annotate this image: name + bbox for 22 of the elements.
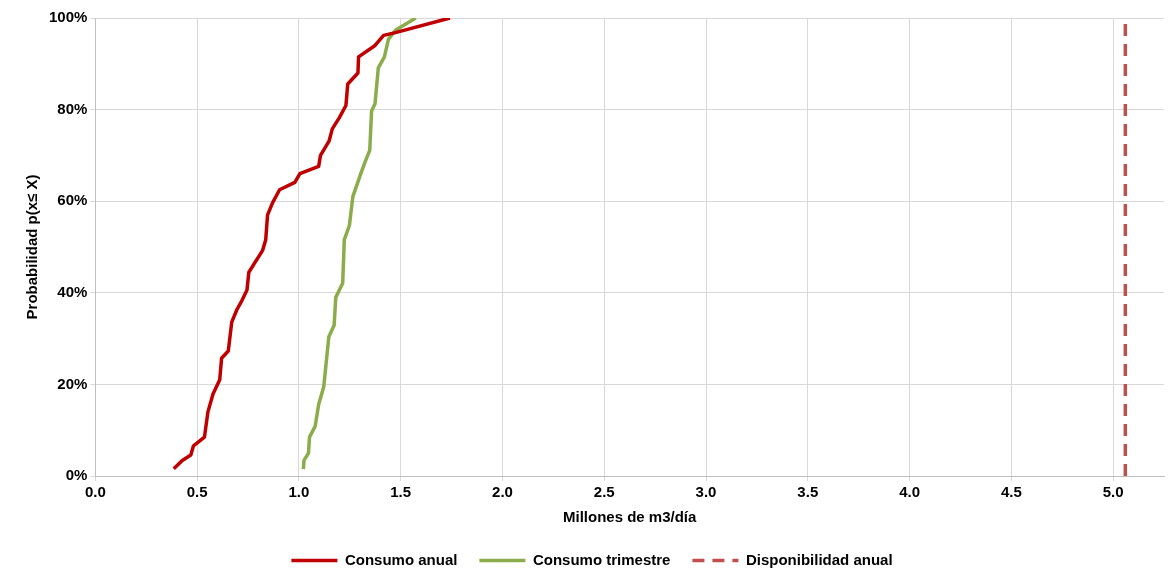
x-tick-label: 2.5	[593, 483, 615, 501]
y-tick-label: 60%	[57, 191, 88, 209]
x-tick-label: 5.0	[1102, 483, 1124, 501]
x-tick-label: 1.5	[390, 483, 412, 501]
x-axis-title: Millones de m3/día	[562, 508, 698, 526]
x-tick-label: 0.5	[186, 483, 208, 501]
y-axis-title: Probabilidad p(x≤ X)	[23, 174, 41, 320]
x-tick-label: 3.5	[797, 483, 819, 501]
legend-label: Consumo anual	[344, 550, 458, 568]
y-tick-label: 80%	[57, 99, 88, 117]
y-tick-label: 0%	[65, 466, 88, 484]
y-tick-label: 20%	[57, 374, 88, 392]
x-tick-label: 4.5	[1000, 483, 1022, 501]
y-tick-label: 100%	[48, 8, 88, 26]
x-tick-label: 4.0	[899, 483, 920, 501]
y-tick-label: 40%	[57, 282, 88, 300]
legend-label: Disponibilidad anual	[745, 550, 893, 568]
x-tick-label: 0.0	[84, 483, 106, 501]
x-tick-label: 1.0	[288, 483, 310, 501]
x-tick-label: 3.0	[695, 483, 717, 501]
legend-label: Consumo trimestre	[532, 550, 671, 568]
x-tick-label: 2.0	[492, 483, 513, 501]
